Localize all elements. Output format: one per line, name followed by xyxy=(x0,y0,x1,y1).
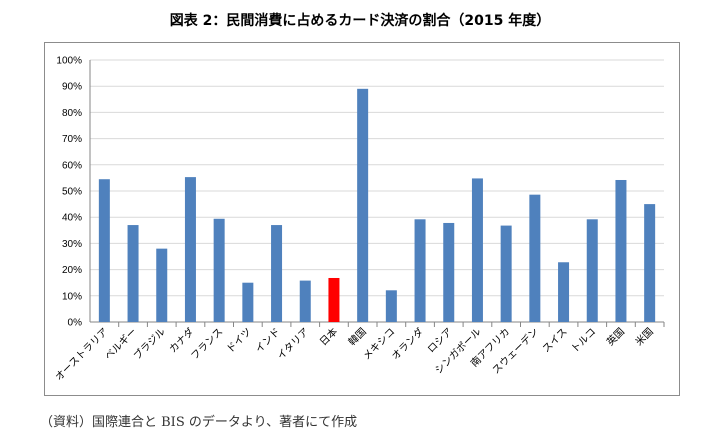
bar xyxy=(213,218,225,322)
y-tick-label: 10% xyxy=(62,291,82,302)
y-tick-label: 100% xyxy=(56,56,82,67)
bar xyxy=(127,225,139,322)
x-tick-label: 日本 xyxy=(317,325,340,348)
chart-title: 図表 2：民間消費に占めるカード決済の割合（2015 年度） xyxy=(169,13,551,29)
x-tick-label: ブラジル xyxy=(131,325,168,362)
bar xyxy=(328,277,340,322)
y-tick-label: 90% xyxy=(62,82,82,93)
x-tick-label: トルコ xyxy=(570,326,599,355)
y-tick-label: 0% xyxy=(68,318,83,329)
x-tick-label: フランス xyxy=(189,326,226,363)
bar xyxy=(615,179,627,322)
bar xyxy=(529,194,541,322)
x-tick-label: ドイツ xyxy=(225,326,254,355)
bar xyxy=(242,282,254,322)
y-tick-label: 40% xyxy=(62,213,82,224)
bar xyxy=(471,178,483,322)
bar xyxy=(385,290,397,322)
bar xyxy=(644,204,656,322)
bar xyxy=(299,280,311,322)
bar xyxy=(500,225,512,322)
x-tick-label: イタリア xyxy=(275,326,311,362)
x-tick-label: スイス xyxy=(541,326,570,355)
bar xyxy=(156,248,168,322)
source-note: （資料）国際連合と BIS のデータより、著者にて作成 xyxy=(40,415,358,430)
bar xyxy=(184,177,196,322)
y-tick-label: 50% xyxy=(62,187,82,198)
x-tick-label: オランダ xyxy=(389,325,426,362)
x-tick-label: 米国 xyxy=(632,325,655,348)
bar xyxy=(98,179,110,322)
y-tick-label: 30% xyxy=(62,239,82,250)
bar xyxy=(443,222,455,322)
x-tick-label: 英国 xyxy=(604,325,627,348)
y-tick-label: 60% xyxy=(62,160,82,171)
bar xyxy=(558,262,570,322)
bar xyxy=(271,225,283,322)
bar xyxy=(357,88,369,322)
x-tick-label: オーストラリア xyxy=(53,326,111,384)
bar xyxy=(586,219,598,322)
y-tick-label: 80% xyxy=(62,108,82,119)
bar xyxy=(414,219,426,322)
x-tick-label: 韓国 xyxy=(346,326,369,349)
y-tick-label: 70% xyxy=(62,134,82,145)
y-tick-label: 20% xyxy=(62,265,82,276)
